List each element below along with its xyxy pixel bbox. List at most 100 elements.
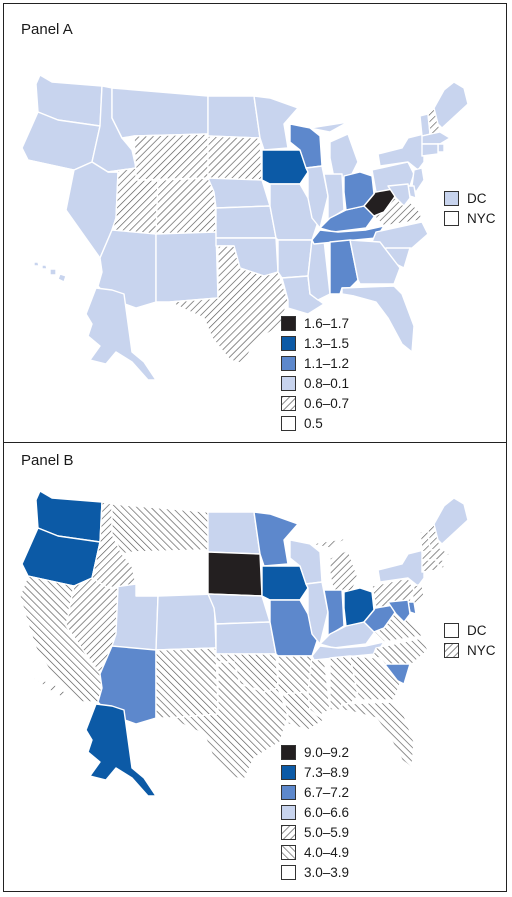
state-mn (253, 511, 299, 567)
legend-swatch (281, 805, 296, 820)
state-ak (85, 287, 157, 381)
territory-key-item: DC (444, 623, 487, 638)
legend-swatch (281, 356, 296, 371)
legend-label: 7.3–8.9 (304, 765, 350, 780)
state-va (373, 613, 423, 643)
state-tx (169, 661, 289, 781)
state-ks (215, 621, 277, 655)
state-hi (33, 261, 67, 283)
state-hi (33, 677, 67, 699)
state-il (305, 165, 329, 229)
territory-key-item: NYC (444, 643, 496, 658)
state-ct (421, 559, 439, 573)
state-ri (437, 559, 445, 569)
legend-item: 0.5 (281, 416, 323, 431)
territory-key-item: DC (444, 191, 487, 206)
legend-swatch (444, 623, 459, 638)
state-md (387, 183, 411, 207)
legend-swatch (281, 396, 296, 411)
legend-swatch (281, 785, 296, 800)
legend-label: 3.0–3.9 (304, 865, 350, 880)
territory-label: DC (467, 623, 487, 638)
state-nm (155, 231, 219, 303)
legend-item: 1.1–1.2 (281, 356, 349, 371)
state-ar (277, 239, 313, 279)
legend-item: 0.6–0.7 (281, 396, 349, 411)
state-nd (207, 95, 261, 139)
legend-swatch (281, 825, 296, 840)
state-mt (111, 87, 209, 139)
state-ga (349, 655, 401, 701)
legend-item: 4.0–4.9 (281, 845, 349, 860)
state-nd (207, 511, 261, 555)
state-mt (111, 503, 209, 555)
state-va (373, 197, 423, 227)
state-ri (437, 143, 445, 153)
state-ak (85, 703, 157, 797)
legend-swatch (281, 845, 296, 860)
state-ne (207, 177, 271, 209)
state-ny (377, 133, 425, 171)
legend-swatch (444, 643, 459, 658)
legend-item: 7.3–8.9 (281, 765, 349, 780)
state-tn (311, 225, 385, 245)
legend-swatch (281, 376, 296, 391)
state-tx (169, 245, 289, 365)
state-nj (411, 583, 425, 609)
legend-item: 5.0–5.9 (281, 825, 349, 840)
legend-label: 4.0–4.9 (304, 845, 350, 860)
state-co (155, 177, 217, 235)
territory-label: NYC (467, 643, 496, 658)
territory-key-item: NYC (444, 211, 496, 226)
state-mn (253, 95, 299, 151)
state-il (305, 581, 329, 645)
legend-label: 0.5 (304, 416, 323, 431)
legend-item: 0.8–0.1 (281, 376, 349, 391)
state-tn (311, 641, 385, 661)
state-nm (155, 647, 219, 719)
state-sd (207, 135, 263, 181)
legend-swatch (444, 191, 459, 206)
state-me (433, 81, 469, 129)
state-ga (349, 239, 401, 285)
legend-swatch (281, 316, 296, 331)
state-ms (307, 655, 331, 717)
legend-swatch (444, 211, 459, 226)
state-ar (277, 655, 313, 695)
legend-label: 0.6–0.7 (304, 396, 350, 411)
state-ny (377, 549, 425, 587)
legend-swatch (281, 416, 296, 431)
state-wy (133, 549, 209, 597)
legend-swatch (281, 765, 296, 780)
legend-item: 1.6–1.7 (281, 316, 349, 331)
legend-item: 6.7–7.2 (281, 785, 349, 800)
state-fl (341, 285, 415, 353)
legend-item: 9.0–9.2 (281, 745, 349, 760)
state-nj (411, 167, 425, 193)
panel-a-title: Panel A (21, 21, 73, 38)
state-co (155, 593, 217, 651)
legend-label: 6.0–6.6 (304, 805, 350, 820)
panel-divider (3, 442, 507, 443)
figure-frame (3, 3, 507, 892)
legend-swatch (281, 865, 296, 880)
legend-label: 1.1–1.2 (304, 356, 350, 371)
legend-label: 5.0–5.9 (304, 825, 350, 840)
legend-label: 9.0–9.2 (304, 745, 350, 760)
state-me (433, 497, 469, 545)
legend-item: 6.0–6.6 (281, 805, 349, 820)
state-fl (341, 701, 415, 769)
legend-item: 3.0–3.9 (281, 865, 349, 880)
panel-b-map (8, 478, 469, 808)
panel-b-title: Panel B (21, 452, 74, 469)
state-ks (215, 205, 277, 239)
state-ne (207, 593, 271, 625)
state-ct (421, 143, 439, 157)
legend-item: 1.3–1.5 (281, 336, 349, 351)
state-ma (421, 547, 451, 561)
panel-a-map (8, 62, 469, 392)
state-wy (133, 133, 209, 181)
legend-label: 1.6–1.7 (304, 316, 350, 331)
state-ms (307, 239, 331, 301)
legend-label: 1.3–1.5 (304, 336, 350, 351)
